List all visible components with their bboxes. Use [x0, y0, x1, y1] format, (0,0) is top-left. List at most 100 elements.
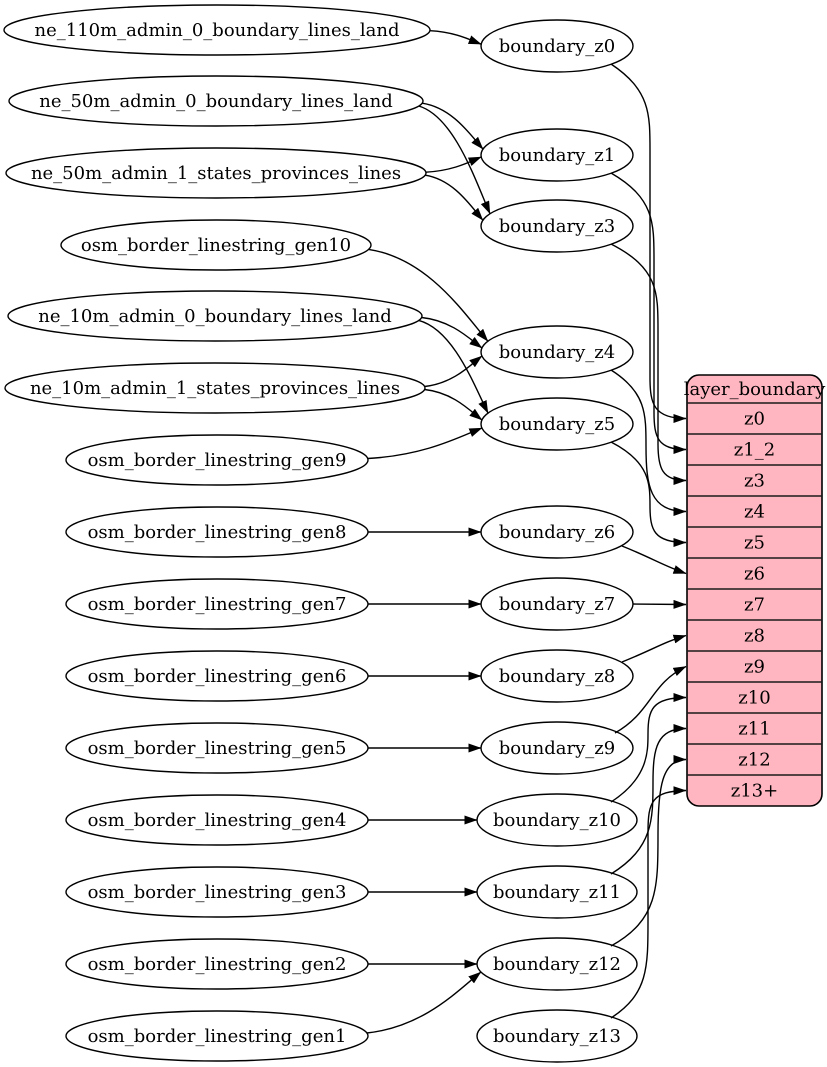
node-shape — [3, 4, 431, 56]
node-shape — [476, 1009, 638, 1063]
node-label: boundary_z12 — [493, 954, 621, 975]
source-node-ne_10m_admin_1_states_provinces_lines: ne_10m_admin_1_states_provinces_lines — [4, 362, 426, 414]
node-shape — [480, 19, 634, 73]
node-label: osm_border_linestring_gen9 — [88, 450, 347, 471]
node-label: boundary_z6 — [499, 522, 616, 543]
source-node-osm_border_linestring_gen7: osm_border_linestring_gen7 — [65, 578, 369, 630]
stage-node-boundary_z6: boundary_z6 — [480, 505, 634, 559]
table-row-z5: z5 — [744, 533, 765, 554]
node-label: osm_border_linestring_gen6 — [88, 666, 347, 687]
source-node-ne_50m_admin_1_states_provinces_lines: ne_50m_admin_1_states_provinces_lines — [5, 147, 427, 199]
edge-boundary_z1-layer_boundary-z1_2 — [610, 172, 687, 454]
node-label: boundary_z7 — [499, 594, 616, 615]
source-node-osm_border_linestring_gen5: osm_border_linestring_gen5 — [65, 722, 369, 774]
node-label: ne_110m_admin_0_boundary_lines_land — [35, 20, 400, 41]
node-label: boundary_z5 — [499, 414, 616, 435]
table-row-z10: z10 — [738, 688, 770, 709]
edge-ne_50m_admin_0_boundary_lines_land-boundary_z1 — [422, 102, 484, 150]
edge-boundary_z3-layer_boundary-z3 — [610, 243, 687, 485]
node-shape — [65, 434, 369, 486]
source-node-ne_110m_admin_0_boundary_lines_land: ne_110m_admin_0_boundary_lines_land — [3, 4, 431, 56]
node-shape — [65, 1010, 369, 1062]
table-title: layer_boundary — [684, 379, 826, 400]
node-label: boundary_z13 — [493, 1026, 621, 1047]
edge-boundary_z8-layer_boundary-z8 — [621, 634, 687, 663]
edge-boundary_z9-layer_boundary-z9 — [614, 665, 687, 734]
node-label: osm_border_linestring_gen3 — [88, 882, 347, 903]
node-label: osm_border_linestring_gen8 — [88, 522, 347, 543]
node-label: osm_border_linestring_gen10 — [81, 235, 351, 256]
source-node-osm_border_linestring_gen6: osm_border_linestring_gen6 — [65, 650, 369, 702]
edge-ne_10m_admin_1_states_provinces_lines-boundary_z4 — [424, 355, 483, 388]
stage-node-boundary_z5: boundary_z5 — [480, 397, 634, 451]
source-node-osm_border_linestring_gen2: osm_border_linestring_gen2 — [65, 938, 369, 990]
edge-ne_10m_admin_0_boundary_lines_land-boundary_z4 — [421, 316, 483, 349]
edge-boundary_z5-layer_boundary-z5 — [610, 441, 687, 547]
edge-osm_border_linestring_gen9-boundary_z5 — [367, 427, 483, 460]
stage-node-boundary_z11: boundary_z11 — [476, 865, 638, 919]
edge-boundary_z13-layer_boundary-z13+ — [610, 786, 687, 1019]
node-label: ne_10m_admin_1_states_provinces_lines — [30, 378, 400, 399]
table-row-z9: z9 — [744, 657, 765, 678]
stage-node-boundary_z13: boundary_z13 — [476, 1009, 638, 1063]
node-label: boundary_z3 — [499, 216, 616, 237]
table-row-z4: z4 — [744, 502, 765, 523]
node-label: osm_border_linestring_gen7 — [88, 594, 347, 615]
node-label: boundary_z9 — [499, 738, 616, 759]
source-node-osm_border_linestring_gen10: osm_border_linestring_gen10 — [60, 219, 372, 271]
node-shape — [480, 325, 634, 379]
stage-node-boundary_z12: boundary_z12 — [476, 937, 638, 991]
node-label: osm_border_linestring_gen4 — [88, 810, 347, 831]
edge-ne_50m_admin_1_states_provinces_lines-boundary_z1 — [425, 156, 482, 173]
edge-boundary_z4-layer_boundary-z4 — [610, 369, 687, 516]
edge-ne_50m_admin_1_states_provinces_lines-boundary_z3 — [425, 174, 484, 221]
node-shape — [8, 75, 424, 127]
node-shape — [4, 362, 426, 414]
node-label: boundary_z11 — [493, 882, 621, 903]
node-label: osm_border_linestring_gen2 — [88, 954, 347, 975]
table-row-z13+: z13+ — [731, 781, 778, 802]
node-label: boundary_z8 — [499, 666, 616, 687]
source-node-osm_border_linestring_gen1: osm_border_linestring_gen1 — [65, 1010, 369, 1062]
node-label: boundary_z0 — [499, 36, 616, 57]
node-label: osm_border_linestring_gen1 — [88, 1026, 347, 1047]
source-node-ne_50m_admin_0_boundary_lines_land: ne_50m_admin_0_boundary_lines_land — [8, 75, 424, 127]
node-label: boundary_z4 — [499, 342, 616, 363]
node-shape — [60, 219, 372, 271]
stage-node-boundary_z3: boundary_z3 — [480, 199, 634, 253]
edge-boundary_z10-layer_boundary-z10 — [610, 693, 687, 803]
node-label: boundary_z10 — [493, 810, 621, 831]
node-shape — [7, 290, 423, 342]
edge-ne_10m_admin_0_boundary_lines_land-boundary_z5 — [418, 319, 489, 414]
table-row-z7: z7 — [744, 595, 765, 616]
node-shape — [480, 199, 634, 253]
node-shape — [5, 147, 427, 199]
edge-boundary_z12-layer_boundary-z12 — [610, 755, 687, 947]
source-node-osm_border_linestring_gen3: osm_border_linestring_gen3 — [65, 866, 369, 918]
edge-osm_border_linestring_gen10-boundary_z4 — [368, 248, 489, 342]
node-label: osm_border_linestring_gen5 — [88, 738, 347, 759]
edge-boundary_z7-layer_boundary-z7 — [632, 599, 687, 609]
stage-node-boundary_z10: boundary_z10 — [476, 793, 638, 847]
table-node-layer-boundary: layer_boundary z0 z1_2 z3 z4 z5 z6 z7 z8 z9 z10 z11… — [684, 374, 826, 807]
source-node-ne_10m_admin_0_boundary_lines_land: ne_10m_admin_0_boundary_lines_land — [7, 290, 423, 342]
node-label: ne_50m_admin_0_boundary_lines_land — [39, 91, 393, 112]
edge-boundary_z6-layer_boundary-z6 — [621, 545, 687, 575]
node-shape — [480, 128, 634, 182]
stage-node-boundary_z0: boundary_z0 — [480, 19, 634, 73]
stage-node-boundary_z4: boundary_z4 — [480, 325, 634, 379]
edge-boundary_z11-layer_boundary-z11 — [610, 724, 687, 875]
source-node-osm_border_linestring_gen4: osm_border_linestring_gen4 — [65, 794, 369, 846]
table-row-z8: z8 — [744, 626, 765, 647]
source-node-osm_border_linestring_gen8: osm_border_linestring_gen8 — [65, 506, 369, 558]
edge-osm_border_linestring_gen1-boundary_z12 — [366, 971, 482, 1034]
table-row-z11: z11 — [738, 719, 770, 740]
node-label: ne_50m_admin_1_states_provinces_lines — [31, 163, 401, 184]
stage-node-boundary_z1: boundary_z1 — [480, 128, 634, 182]
node-label: boundary_z1 — [499, 145, 616, 166]
table-row-z6: z6 — [744, 564, 765, 585]
edge-boundary_z0-layer_boundary-z0 — [610, 63, 687, 423]
stage-node-boundary_z8: boundary_z8 — [480, 649, 634, 703]
